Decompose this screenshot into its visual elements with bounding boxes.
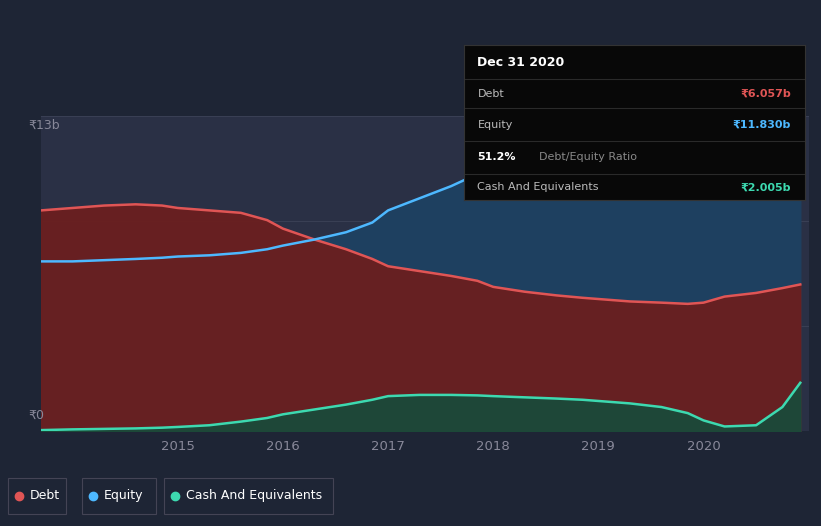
Text: ₹0: ₹0: [29, 409, 44, 422]
Text: ₹13b: ₹13b: [29, 119, 61, 132]
Text: 51.2%: 51.2%: [478, 152, 516, 162]
Text: Equity: Equity: [478, 119, 513, 129]
Text: ₹2.005b: ₹2.005b: [741, 183, 791, 193]
Text: Cash And Equivalents: Cash And Equivalents: [478, 183, 599, 193]
Text: Debt/Equity Ratio: Debt/Equity Ratio: [539, 152, 637, 162]
Text: Cash And Equivalents: Cash And Equivalents: [186, 489, 322, 502]
Text: ₹6.057b: ₹6.057b: [741, 88, 791, 98]
Text: Debt: Debt: [478, 88, 504, 98]
Text: Dec 31 2020: Dec 31 2020: [478, 56, 565, 68]
Text: Equity: Equity: [103, 489, 143, 502]
Text: ₹11.830b: ₹11.830b: [732, 119, 791, 129]
Text: Debt: Debt: [30, 489, 60, 502]
